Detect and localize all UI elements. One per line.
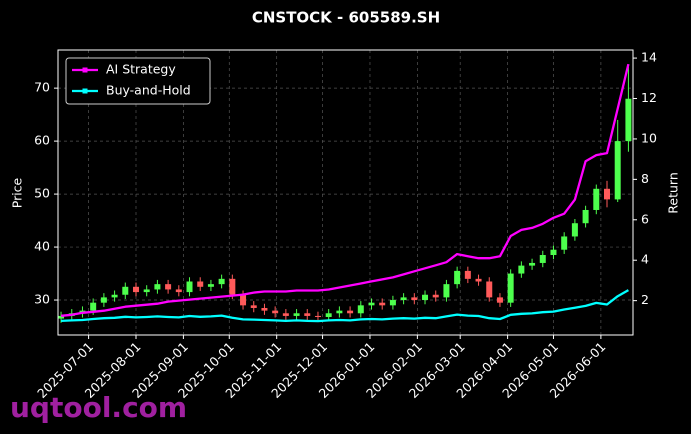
- candle-body: [475, 278, 482, 282]
- y2-tick-label: 14: [641, 50, 657, 65]
- candle-body: [625, 98, 632, 142]
- y2-tick-label: 10: [641, 130, 657, 145]
- candle-body: [518, 265, 525, 274]
- candle-body: [186, 281, 193, 293]
- series-line: [60, 63, 630, 317]
- y2-tick-label: 12: [641, 90, 657, 105]
- candle-body: [443, 284, 450, 298]
- candle-body: [400, 297, 407, 301]
- candle-body: [100, 297, 107, 303]
- candle-body: [604, 188, 611, 200]
- y-tick-label: 30: [34, 292, 50, 307]
- candle-body: [304, 313, 311, 316]
- candle-body: [389, 300, 396, 306]
- candle-body: [122, 286, 129, 295]
- candle-body: [496, 297, 503, 303]
- candle-body: [539, 255, 546, 263]
- candle-body: [143, 289, 150, 293]
- candle-body: [464, 270, 471, 279]
- y-tick-label: 60: [34, 133, 50, 148]
- candle-body: [90, 302, 97, 311]
- candle-body: [314, 315, 321, 317]
- plot: [58, 63, 632, 323]
- y-tick-label: 40: [34, 239, 50, 254]
- candle-body: [336, 310, 343, 314]
- candle-body: [240, 294, 247, 306]
- candle-body: [614, 141, 621, 200]
- candle-body: [111, 294, 118, 298]
- legend-label: Buy-and-Hold: [106, 83, 191, 98]
- legend-box: [65, 57, 211, 105]
- candle-body: [272, 310, 279, 314]
- y-tick-label: 70: [34, 80, 50, 95]
- candle-body: [197, 281, 204, 287]
- candle-body: [132, 286, 139, 293]
- candle-body: [432, 294, 439, 298]
- candle-body: [229, 278, 236, 295]
- candle-body: [347, 310, 354, 314]
- candle-body: [529, 262, 536, 266]
- candle-body: [207, 284, 214, 287]
- candle-body: [357, 305, 364, 314]
- legend-marker: [82, 88, 88, 94]
- candle-body: [486, 281, 493, 298]
- candle-body: [154, 284, 161, 290]
- candle-body: [282, 313, 289, 316]
- plot-frame: [57, 49, 634, 336]
- candle-body: [593, 188, 600, 210]
- y2-tick-label: 8: [641, 171, 649, 186]
- candle-body: [175, 289, 182, 293]
- chart-title: CNSTOCK - 605589.SH: [252, 9, 440, 27]
- candle-body: [571, 223, 578, 237]
- legend-marker: [82, 67, 88, 73]
- candle-body: [422, 294, 429, 301]
- legend-label: AI Strategy: [106, 62, 176, 77]
- y-tick-label: 50: [34, 186, 50, 201]
- candle-body: [582, 209, 589, 224]
- candle-body: [411, 297, 418, 301]
- candle-body: [550, 249, 557, 256]
- candle-body: [293, 313, 300, 316]
- candle-body: [58, 315, 65, 319]
- candle-body: [379, 302, 386, 306]
- y-axis-label: Price: [10, 177, 25, 208]
- y2-axis-label: Return: [666, 172, 681, 213]
- candle-body: [325, 313, 332, 317]
- candle-body: [218, 278, 225, 285]
- candle-body: [250, 305, 257, 308]
- candle-body: [454, 270, 461, 285]
- y2-tick-label: 4: [641, 252, 649, 267]
- candle-body: [368, 302, 375, 306]
- candle-body: [561, 236, 568, 250]
- series-line: [61, 289, 629, 323]
- candle-body: [261, 307, 268, 311]
- y2-tick-label: 6: [641, 211, 649, 226]
- candle-body: [165, 284, 172, 290]
- watermark: uqtool.com: [10, 391, 187, 424]
- y2-tick-label: 2: [641, 292, 649, 307]
- candle-body: [507, 273, 514, 303]
